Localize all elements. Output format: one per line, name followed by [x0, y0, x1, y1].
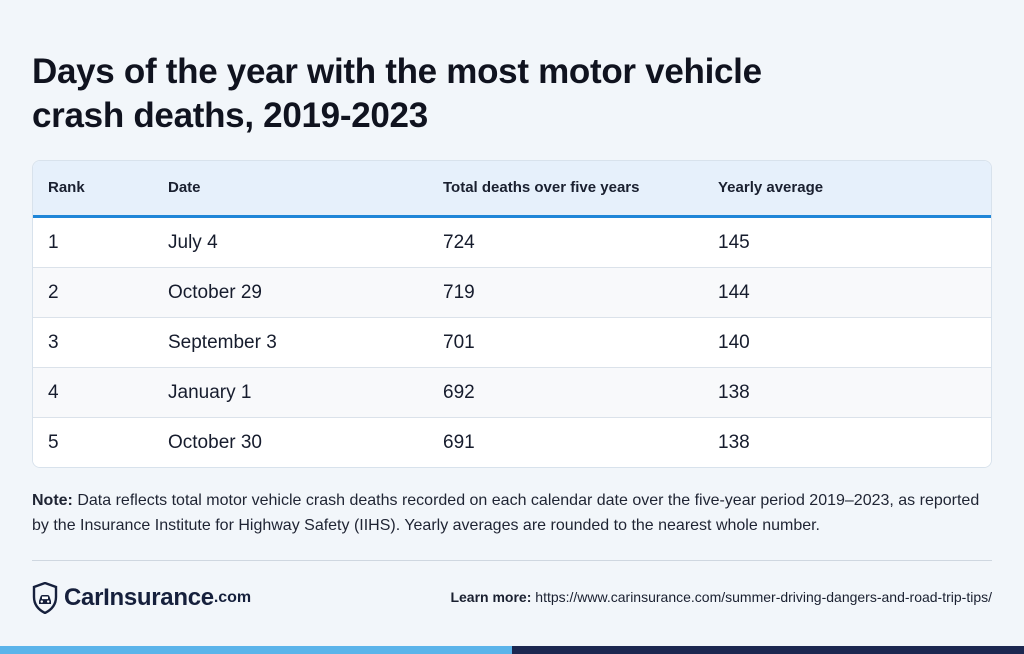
cell-date: October 29 — [168, 281, 262, 303]
note: Note: Data reflects total motor vehicle … — [32, 488, 992, 538]
cell-rank: 5 — [48, 432, 59, 453]
header-date: Date — [168, 179, 201, 196]
footer-bar-dark — [512, 646, 1024, 654]
note-text: Data reflects total motor vehicle crash … — [32, 492, 980, 534]
logo-suffix: .com — [213, 589, 252, 606]
cell-total-deaths: 692 — [443, 381, 475, 403]
table-row: 2 October 29 719 144 — [33, 268, 991, 318]
table-row: 4 January 1 692 138 — [33, 368, 991, 418]
shield-car-icon — [32, 582, 58, 614]
divider — [32, 560, 992, 561]
table-header: Rank Date Total deaths over five years Y… — [33, 161, 991, 218]
footer-bar-light — [0, 646, 512, 654]
learn-more-label: Learn more: — [450, 589, 532, 605]
learn-more-link[interactable]: https://www.carinsurance.com/summer-driv… — [535, 589, 992, 605]
cell-yearly-average: 138 — [718, 432, 750, 453]
cell-total-deaths: 724 — [443, 231, 475, 253]
cell-yearly-average: 138 — [718, 381, 750, 403]
page-title: Days of the year with the most motor veh… — [32, 52, 762, 135]
table-row: 1 July 4 724 145 — [33, 218, 991, 268]
note-label: Note: — [32, 492, 73, 509]
cell-total-deaths: 701 — [443, 331, 475, 353]
cell-yearly-average: 140 — [718, 331, 750, 353]
carinsurance-logo[interactable]: CarInsurance .com — [32, 582, 251, 614]
data-table: Rank Date Total deaths over five years Y… — [32, 160, 992, 468]
logo-wordmark: CarInsurance — [64, 584, 214, 611]
cell-date: September 3 — [168, 331, 277, 353]
cell-rank: 2 — [48, 281, 59, 303]
header-total-deaths: Total deaths over five years — [443, 179, 640, 196]
table-row: 3 September 3 701 140 — [33, 318, 991, 368]
cell-yearly-average: 144 — [718, 281, 750, 303]
table-row: 5 October 30 691 138 — [33, 418, 991, 467]
header-yearly-average: Yearly average — [718, 179, 824, 196]
cell-date: July 4 — [168, 231, 218, 253]
cell-rank: 4 — [48, 381, 59, 403]
header-rank: Rank — [48, 179, 85, 196]
cell-date: January 1 — [168, 381, 252, 403]
cell-rank: 1 — [48, 231, 59, 253]
cell-total-deaths: 691 — [443, 432, 475, 453]
cell-rank: 3 — [48, 331, 59, 353]
cell-total-deaths: 719 — [443, 281, 475, 303]
cell-date: October 30 — [168, 432, 262, 453]
learn-more: Learn more: https://www.carinsurance.com… — [450, 589, 992, 605]
cell-yearly-average: 145 — [718, 231, 750, 253]
